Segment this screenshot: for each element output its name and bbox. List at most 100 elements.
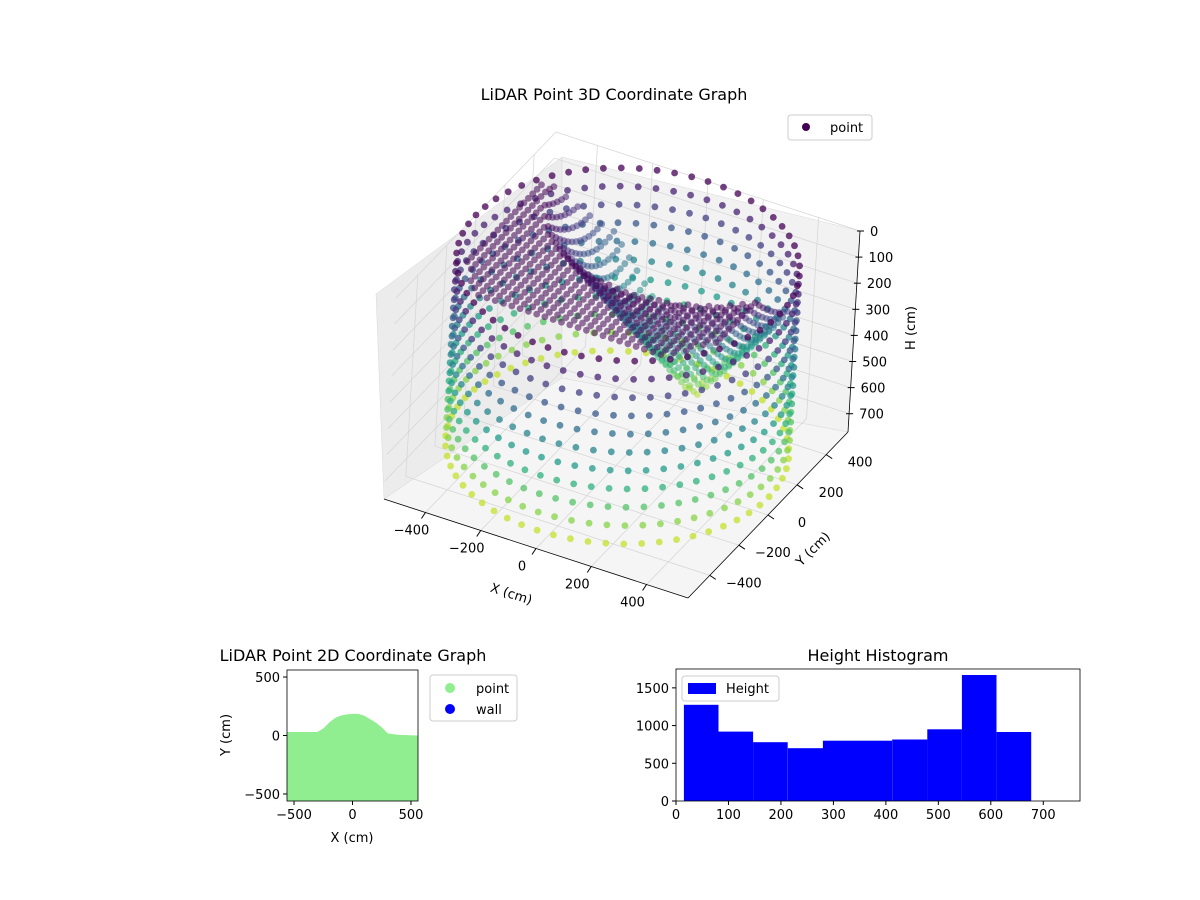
chart-3d-legend: point [787, 114, 873, 141]
point-3d [469, 472, 477, 480]
point-3d [540, 417, 547, 424]
point-3d [558, 318, 565, 326]
point-3d [545, 308, 553, 316]
point-3d [492, 195, 500, 203]
grid-line-11 [394, 157, 859, 325]
point-3d [569, 498, 576, 506]
point-3d [484, 408, 491, 415]
point-3d [449, 361, 456, 368]
point-3d [486, 371, 494, 379]
point-3d [757, 483, 765, 491]
point-3d [467, 354, 475, 361]
point-3d [773, 484, 780, 492]
ticks-3d: −400 −200 0 200 400 −400 −200 0 200 400 0 100 200 300… [394, 225, 894, 611]
point-3d [612, 318, 620, 326]
y-tick-mark [825, 454, 833, 460]
point-3d [570, 316, 578, 324]
point-3d [538, 270, 546, 278]
point-3d [747, 197, 755, 205]
point-3d [496, 292, 503, 300]
point-3d [625, 347, 632, 355]
point-3d [548, 250, 555, 257]
point-3d [501, 264, 509, 272]
point-3d [509, 267, 517, 275]
point-3d [750, 351, 758, 359]
point-3d [449, 426, 457, 433]
point-3d [523, 242, 530, 249]
histogram-frame [675, 668, 1081, 802]
point-3d [537, 355, 545, 362]
point-3d [761, 360, 768, 367]
point-3d [600, 164, 607, 172]
point-3d [678, 444, 686, 452]
point-3d [790, 260, 797, 268]
point-3d [483, 341, 491, 349]
point-3d [670, 337, 678, 345]
point-3d [531, 256, 538, 264]
point-3d [462, 427, 470, 434]
point-3d [764, 373, 771, 381]
point-3d [701, 305, 709, 313]
point-3d [583, 303, 591, 311]
point-3d [768, 232, 776, 240]
x-tick-label: 100 [716, 808, 741, 823]
point-3d [544, 344, 552, 351]
point-3d [780, 356, 788, 364]
point-3d [585, 519, 593, 527]
point-3d [641, 485, 649, 493]
point-3d [497, 269, 504, 276]
point-3d [582, 166, 590, 174]
point-3d [693, 303, 700, 310]
point-3d [650, 325, 657, 332]
point-3d [677, 463, 685, 470]
point-3d [632, 343, 640, 350]
point-3d [493, 250, 501, 257]
point-3d [713, 327, 720, 335]
point-3d [727, 394, 735, 402]
point-3d [720, 522, 727, 530]
point-3d [611, 393, 618, 401]
point-3d [783, 319, 790, 327]
point-3d [531, 244, 539, 252]
point-3d [559, 367, 567, 374]
point-3d [528, 213, 536, 221]
point-3d [675, 364, 682, 371]
point-3d [701, 232, 709, 240]
point-3d [711, 418, 719, 426]
point-3d [692, 477, 700, 485]
point-3d [625, 449, 633, 456]
point-3d [510, 405, 518, 412]
point-3d [671, 169, 678, 177]
point-3d [646, 306, 654, 313]
point-3d [730, 340, 738, 347]
point-3d [646, 317, 654, 325]
point-3d [767, 250, 775, 258]
point-3d [610, 411, 617, 419]
point-3d [730, 309, 738, 317]
point-3d [452, 371, 460, 378]
point-3d [615, 201, 623, 208]
point-3d [684, 312, 691, 319]
point-3d [789, 292, 797, 300]
point-3d [629, 324, 637, 331]
y-tick-label: −200 [755, 546, 791, 561]
point-3d [475, 291, 482, 299]
point-3d [641, 322, 649, 330]
point-3d [705, 528, 713, 535]
point-3d [773, 365, 781, 373]
point-3d [700, 317, 708, 325]
point-3d [498, 379, 506, 387]
point-3d [709, 308, 717, 316]
point-3d [597, 289, 604, 297]
point-3d [733, 208, 741, 216]
point-3d [781, 438, 788, 446]
point-3d [602, 539, 610, 547]
point-3d [505, 260, 513, 267]
point-3d [475, 312, 482, 320]
point-3d [630, 300, 637, 308]
point-3d [542, 301, 549, 309]
point-3d [505, 271, 513, 279]
point-3d [470, 385, 478, 393]
point-3d [729, 281, 736, 289]
